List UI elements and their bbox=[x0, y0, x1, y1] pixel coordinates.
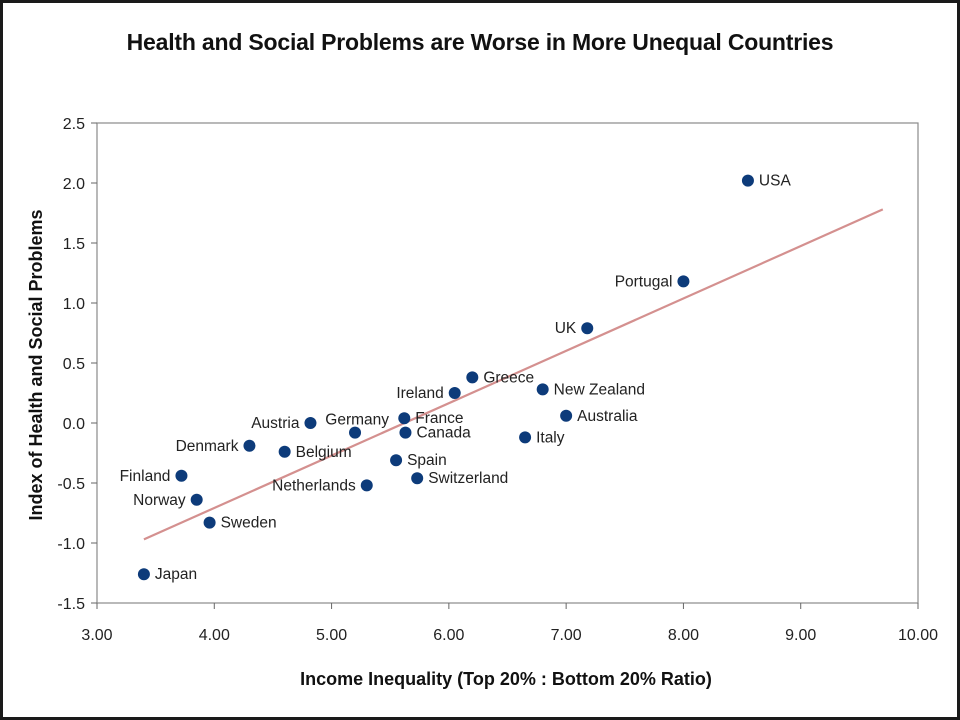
y-tick-label: -0.5 bbox=[57, 476, 85, 493]
point-label: Germany bbox=[325, 412, 389, 429]
y-tick-label: 0.0 bbox=[63, 416, 85, 433]
plot-area bbox=[96, 122, 919, 604]
data-point bbox=[175, 469, 188, 482]
y-tick-label: 2.5 bbox=[63, 116, 85, 133]
trendline-layer bbox=[143, 208, 884, 541]
data-point bbox=[304, 417, 317, 429]
y-tick-label: -1.5 bbox=[57, 596, 85, 613]
y-tick-label: -1.0 bbox=[57, 536, 85, 553]
point-label: Spain bbox=[407, 452, 447, 469]
y-tick-label: 0.5 bbox=[63, 356, 85, 373]
y-axis-title: Index of Health and Social Problems bbox=[26, 209, 46, 520]
point-label: France bbox=[415, 410, 463, 427]
point-label: Switzerland bbox=[428, 470, 508, 487]
data-point bbox=[560, 409, 573, 422]
data-point bbox=[677, 275, 690, 288]
chart-title: Health and Social Problems are Worse in … bbox=[126, 29, 834, 55]
data-point bbox=[137, 568, 150, 581]
data-point bbox=[278, 445, 291, 458]
data-point bbox=[190, 493, 203, 506]
point-label: Austria bbox=[251, 415, 300, 432]
trendline bbox=[143, 208, 884, 541]
point-label: Italy bbox=[536, 429, 565, 446]
point-label: Netherlands bbox=[272, 477, 356, 494]
data-point bbox=[203, 516, 216, 529]
scatter-chart: USA Portugal UK Greece New Zealand Ireland Aus… bbox=[26, 116, 938, 689]
data-point bbox=[581, 322, 594, 335]
y-tick-label: 1.0 bbox=[63, 296, 85, 313]
x-tick-label: 8.00 bbox=[668, 627, 699, 644]
x-tick-label: 7.00 bbox=[551, 627, 582, 644]
x-tick-label: 6.00 bbox=[433, 627, 464, 644]
data-point bbox=[243, 439, 256, 452]
point-label: Sweden bbox=[221, 515, 277, 532]
data-point bbox=[536, 383, 549, 396]
point-label: Ireland bbox=[396, 385, 443, 402]
point-label: Belgium bbox=[296, 444, 352, 461]
data-point bbox=[466, 371, 479, 384]
point-label: Greece bbox=[483, 369, 534, 386]
data-point bbox=[519, 431, 532, 444]
point-label: Canada bbox=[416, 425, 471, 442]
point-label: New Zealand bbox=[554, 381, 645, 398]
x-tick-label: 3.00 bbox=[81, 627, 112, 644]
x-tick-label: 9.00 bbox=[785, 627, 816, 644]
x-tick-label: 5.00 bbox=[316, 627, 347, 644]
point-label: Finland bbox=[120, 468, 171, 485]
point-label: Norway bbox=[133, 492, 186, 509]
point-label: USA bbox=[759, 173, 792, 190]
data-point bbox=[411, 472, 424, 485]
data-point bbox=[390, 454, 403, 467]
points-layer: USA Portugal UK Greece New Zealand Ireland Aus… bbox=[120, 173, 792, 584]
point-label: Denmark bbox=[176, 438, 239, 455]
y-tick-label: 2.0 bbox=[63, 176, 85, 193]
data-point bbox=[741, 174, 754, 187]
data-point bbox=[398, 412, 411, 425]
point-label: Australia bbox=[577, 408, 638, 425]
point-label: UK bbox=[555, 320, 577, 337]
point-label: Portugal bbox=[615, 273, 673, 290]
data-point bbox=[448, 387, 461, 399]
data-point bbox=[360, 479, 373, 492]
point-label: Japan bbox=[155, 566, 197, 583]
x-tick-label: 4.00 bbox=[199, 627, 230, 644]
ticks-layer: 2.5 2.0 1.5 1.0 0.5 0.0 -0.5 -1.0 -1.5 3.00 4.00 5.… bbox=[57, 116, 938, 644]
y-tick-label: 1.5 bbox=[63, 236, 85, 253]
x-tick-label: 10.00 bbox=[898, 627, 938, 644]
data-point bbox=[349, 426, 362, 439]
data-point bbox=[399, 426, 412, 439]
x-axis-title: Income Inequality (Top 20% : Bottom 20% … bbox=[300, 669, 712, 689]
